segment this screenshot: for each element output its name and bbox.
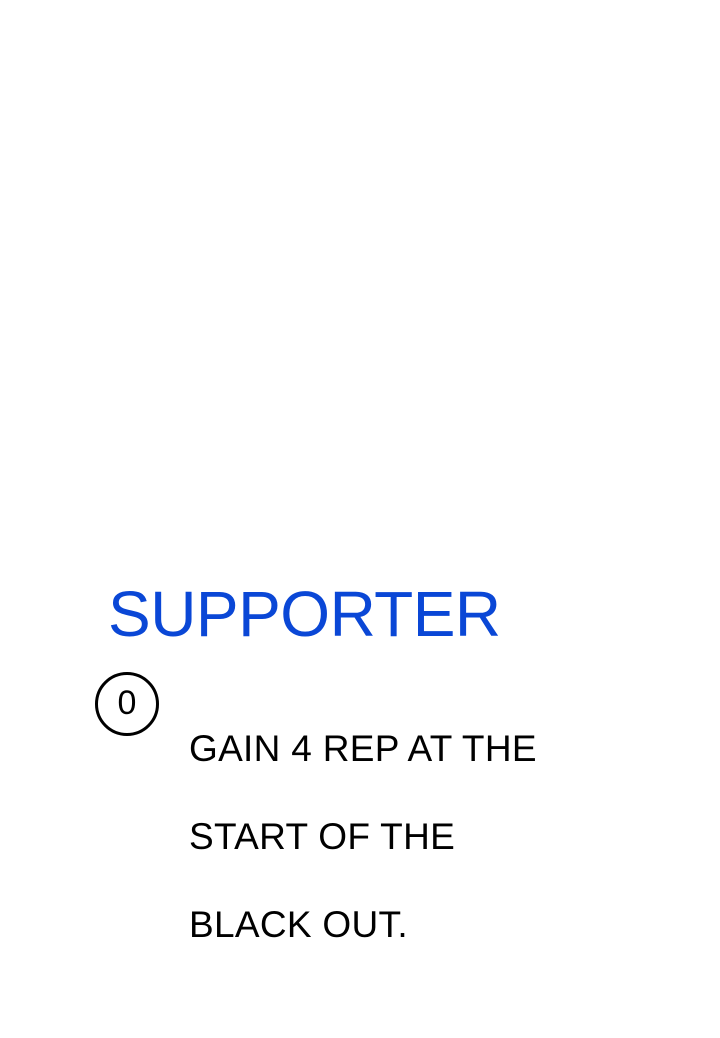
card-title: SUPPORTER <box>108 578 501 650</box>
ability-line: START OF THE <box>189 816 456 857</box>
cost-badge: 0 <box>95 672 159 736</box>
cost-value: 0 <box>117 684 137 722</box>
ability-text: GAIN 4 REP AT THE START OF THE BLACK OUT… <box>189 683 609 991</box>
ability-line: BLACK OUT. <box>189 904 408 945</box>
ability-line: GAIN 4 REP AT THE <box>189 728 537 769</box>
